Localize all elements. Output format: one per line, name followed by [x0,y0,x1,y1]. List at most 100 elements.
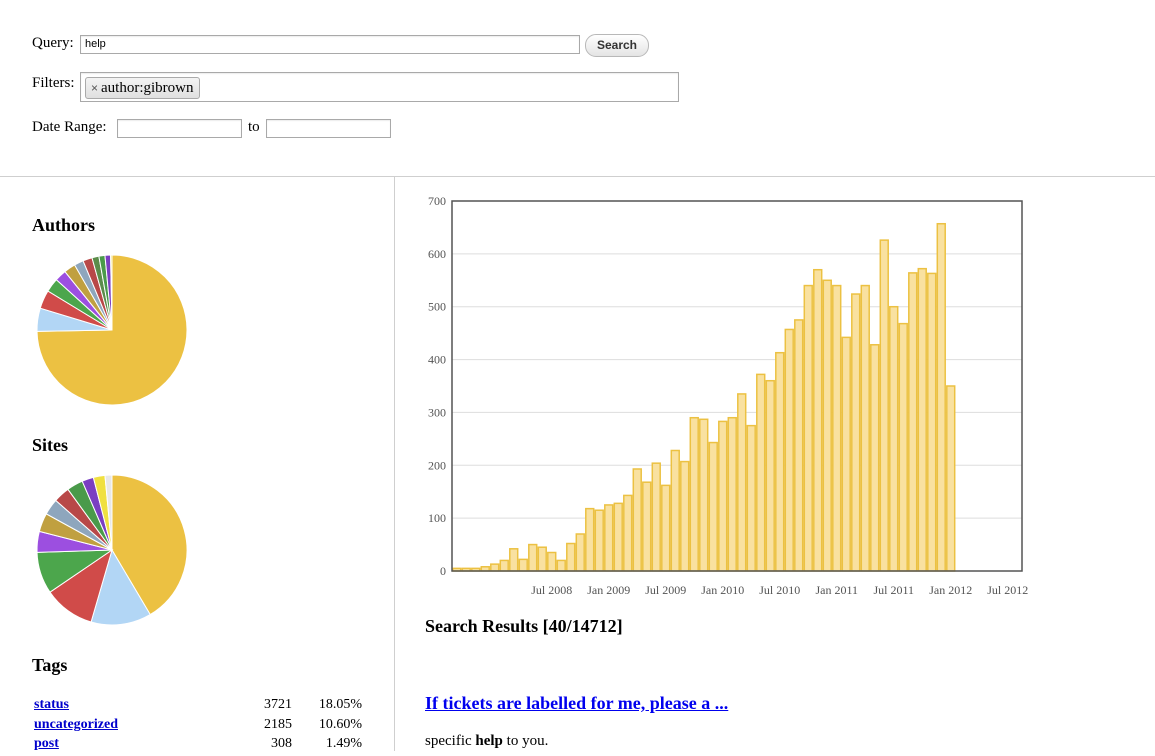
histogram-bar[interactable] [803,284,813,572]
histogram-bar[interactable] [528,543,538,572]
date-from-input[interactable] [117,119,242,138]
histogram-bar[interactable] [832,284,842,572]
histogram-bar[interactable] [879,239,889,572]
tag-link-uncategorized[interactable]: uncategorized [34,716,118,732]
histogram-bar[interactable] [509,548,519,572]
histogram-bar[interactable] [946,385,956,572]
date-to-label: to [248,119,260,135]
result-snippet: specific help to you. [425,733,548,750]
histogram-bar[interactable] [632,468,642,572]
y-tick-label: 400 [428,353,446,367]
tag-count: 2185 [264,716,292,732]
query-input[interactable]: help [80,35,580,54]
histogram-bar[interactable] [936,222,946,572]
histogram-bar[interactable] [765,379,775,572]
y-tick-label: 200 [428,458,446,472]
filter-chip: × author:gibrown [85,77,200,99]
histogram-bar[interactable] [547,551,557,572]
filter-chip-label: author:gibrown [101,80,194,96]
histogram-bar[interactable] [822,279,832,572]
tag-percent: 10.60% [318,716,362,732]
tag-link-status[interactable]: status [34,697,70,712]
tags-heading: Tags [32,655,68,675]
x-tick-label: Jan 2009 [587,583,630,597]
histogram-bar[interactable] [651,462,661,572]
tag-row: post 308 1.49% [32,736,372,756]
histogram-bar[interactable] [594,509,604,572]
x-tick-label: Jul 2009 [645,583,686,597]
histogram-bar[interactable] [927,272,937,572]
results-histogram-chart[interactable]: 0 100 200 300 400 500 600 700 Jul 2008 Jan 2009 Ju… [410,190,1060,605]
x-tick-label: Jan 2011 [815,583,858,597]
histogram-bar[interactable] [889,305,899,572]
histogram-bar[interactable] [680,460,690,572]
result-link[interactable]: If tickets are labelled for me, please a… [425,693,729,713]
histogram-bar[interactable] [898,322,908,572]
date-range-label: Date Range: [32,119,107,135]
sites-pie-chart[interactable] [34,472,190,628]
y-tick-label: 500 [428,300,446,314]
horizontal-divider [0,176,1155,177]
histogram-bar[interactable] [537,546,547,572]
sites-pie-slice[interactable] [111,474,188,616]
x-tick-label: Jan 2012 [929,583,972,597]
histogram-bar[interactable] [689,416,699,572]
histogram-bar[interactable] [908,272,918,572]
tag-percent: 18.05% [318,697,362,712]
tags-table: status 3721 18.05% uncategorized 2185 10… [32,697,372,756]
histogram-bar[interactable] [642,481,652,572]
snippet-text-after: to you. [502,733,549,749]
histogram-bar[interactable] [794,319,804,572]
histogram-bar[interactable] [585,507,595,572]
histogram-bar[interactable] [670,449,680,572]
histogram-bar[interactable] [727,416,737,572]
sites-pie-slice[interactable] [104,474,113,551]
x-tick-label: Jan 2010 [701,583,744,597]
histogram-bar[interactable] [499,559,509,572]
date-to-input[interactable] [266,119,391,138]
histogram-bar[interactable] [775,351,785,572]
histogram-bar[interactable] [851,293,861,572]
vertical-divider [394,176,395,751]
authors-pie-slice[interactable] [36,254,188,406]
histogram-bar[interactable] [661,484,671,572]
tag-link-post[interactable]: post [34,736,59,751]
histogram-bar[interactable] [604,504,614,572]
remove-filter-icon[interactable]: × [91,81,99,95]
histogram-bar[interactable] [860,284,870,572]
histogram-bar[interactable] [870,344,880,572]
sites-pie-slice[interactable] [90,548,151,626]
histogram-bar[interactable] [841,336,851,572]
sites-heading: Sites [32,435,68,455]
histogram-bar[interactable] [623,494,633,572]
histogram-bar[interactable] [737,393,747,572]
histogram-bar[interactable] [708,441,718,572]
search-button[interactable]: Search [585,34,649,57]
authors-pie-slice[interactable] [110,254,113,331]
y-tick-label: 300 [428,405,446,419]
histogram-bar[interactable] [917,267,927,572]
x-tick-label: Jul 2012 [987,583,1028,597]
y-tick-label: 100 [428,511,446,525]
authors-heading: Authors [32,215,96,235]
histogram-bar[interactable] [813,268,823,572]
x-tick-label: Jul 2011 [873,583,914,597]
histogram-bar[interactable] [718,420,728,572]
histogram-bar[interactable] [784,328,794,572]
y-tick-label: 700 [428,194,446,208]
histogram-bar[interactable] [756,373,766,572]
snippet-highlight: help [475,733,503,749]
histogram-bar[interactable] [490,563,500,572]
tag-count: 3721 [264,697,292,712]
histogram-bar[interactable] [746,424,756,572]
histogram-bar[interactable] [613,502,623,572]
histogram-bar[interactable] [518,558,528,572]
histogram-bar[interactable] [575,533,585,572]
tag-row: uncategorized 2185 10.60% [32,717,372,737]
authors-pie-chart[interactable] [34,252,190,408]
filters-input[interactable]: × author:gibrown [80,72,679,102]
histogram-bar[interactable] [556,559,566,572]
histogram-bar[interactable] [699,418,709,572]
y-tick-label: 0 [440,564,446,578]
histogram-bar[interactable] [566,542,576,572]
